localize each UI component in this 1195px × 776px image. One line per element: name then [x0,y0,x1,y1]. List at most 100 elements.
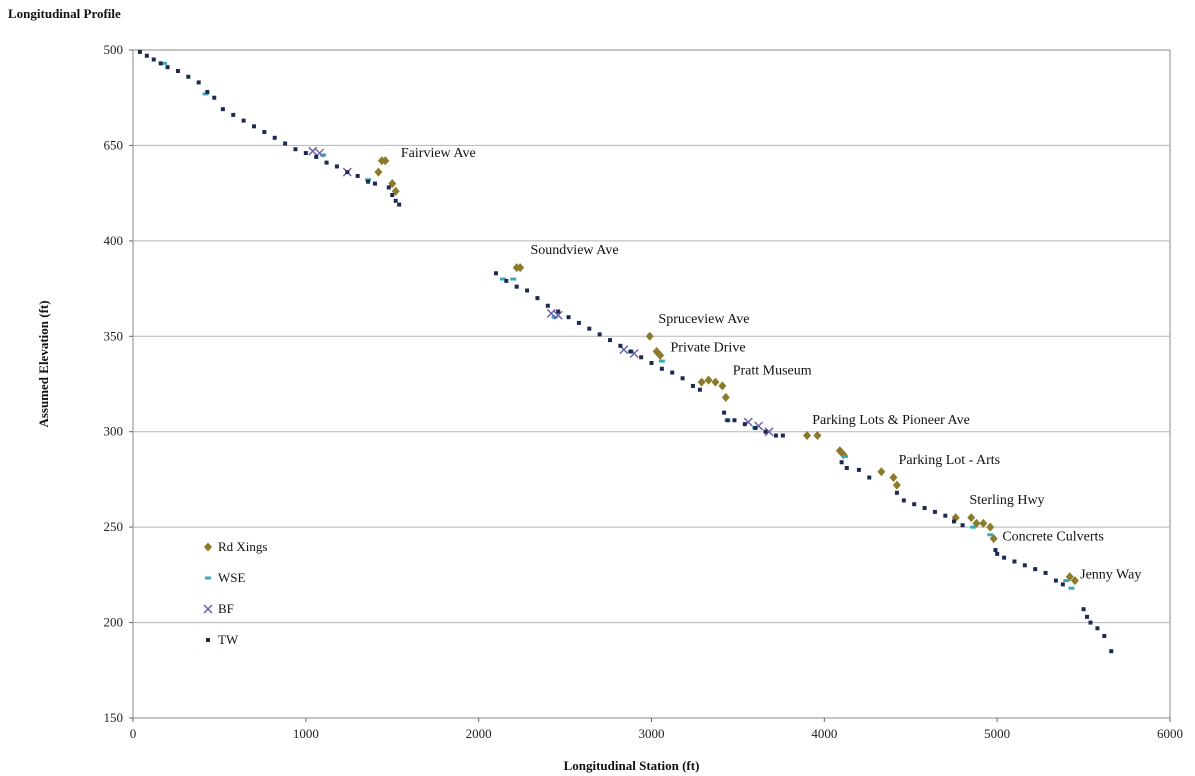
legend-label-rd-xings: Rd Xings [218,539,267,554]
point-tw [1002,555,1007,560]
legend-marker-wse [205,576,211,580]
point-tw [366,179,371,184]
point-tw [587,326,592,331]
point-tw [1053,578,1058,583]
point-rd-xings [721,392,730,402]
point-wse [969,525,976,529]
point-tw [608,338,613,343]
point-bf [546,308,556,318]
point-tw [659,366,664,371]
point-tw [722,410,727,415]
x-tick-label: 2000 [466,726,492,741]
point-tw [324,160,329,165]
point-rd-xings [967,513,976,523]
point-tw [386,185,391,190]
point-tw [241,118,246,123]
point-tw [742,422,747,427]
annotation-label: Jenny Way [1080,568,1141,583]
point-tw [618,343,623,348]
annotation-label: Private Drive [671,341,746,356]
point-rd-xings [704,375,713,385]
x-tick-label: 6000 [1157,726,1183,741]
point-tw [1109,649,1114,654]
y-axis-title: Assumed Elevation (ft) [36,300,51,427]
point-wse [1068,586,1075,590]
point-tw [1012,559,1017,564]
point-tw [566,315,571,320]
point-rd-xings [381,156,390,166]
x-axis-title: Longitudinal Station (ft) [564,758,700,773]
point-tw [1081,607,1086,612]
point-tw [995,551,1000,556]
point-rd-xings [718,381,727,391]
x-tick-label: 5000 [984,726,1010,741]
annotation-label: Concrete Culverts [1002,530,1103,545]
point-tw [545,303,550,308]
point-wse [842,455,849,459]
legend-marker-bf [203,604,213,614]
legend-label-bf: BF [218,601,234,616]
point-tw [844,465,849,470]
legend-marker-tw [206,638,210,642]
point-tw [1102,633,1107,638]
point-rd-xings [645,331,654,341]
point-tw [932,509,937,514]
point-tw [576,320,581,325]
y-tick-label: 300 [104,424,124,439]
y-tick-label: 350 [104,328,124,343]
point-tw [753,425,758,430]
point-tw [372,181,377,186]
point-tw [1085,614,1090,619]
point-tw [867,475,872,480]
y-tick-label: 650 [104,137,124,152]
point-tw [493,271,498,276]
point-tw [137,49,142,54]
y-tick-label: 200 [104,615,124,630]
point-tw [345,170,350,175]
point-tw [355,173,360,178]
point-tw [186,74,191,79]
x-tick-label: 3000 [639,726,665,741]
point-tw [251,124,256,129]
legend-marker-rd-xings [204,542,212,552]
point-tw [196,80,201,85]
point-tw [535,296,540,301]
point-tw [1033,567,1038,572]
point-tw [283,141,288,146]
point-tw [293,147,298,152]
point-tw [943,513,948,518]
point-wse [987,533,994,537]
point-tw [649,361,654,366]
point-wse [1063,579,1070,583]
point-rd-xings [803,431,812,441]
point-rd-xings [697,377,706,387]
point-tw [951,519,956,524]
point-tw [1022,563,1027,568]
point-tw [303,151,308,156]
point-tw [220,107,225,112]
point-rd-xings [986,522,995,532]
point-wse [320,153,327,157]
page-title: Longitudinal Profile [8,6,121,21]
x-tick-label: 4000 [811,726,837,741]
point-tw [144,53,149,58]
point-tw [912,502,917,507]
point-rd-xings [972,518,981,528]
plot-frame [132,49,1171,719]
point-tw [175,68,180,73]
point-tw [393,198,398,203]
point-tw [504,278,509,283]
point-tw [158,61,163,66]
point-tw [397,202,402,207]
point-rd-xings [877,467,886,477]
y-tick-label: 400 [104,233,124,248]
point-tw [680,376,685,381]
point-tw [151,57,156,62]
y-tick-label: 500 [104,42,124,57]
point-tw [262,130,267,135]
point-tw [272,135,277,140]
annotation-label: Soundview Ave [531,243,619,258]
legend-label-tw: TW [218,632,239,647]
point-tw [697,387,702,392]
point-tw [1043,570,1048,575]
